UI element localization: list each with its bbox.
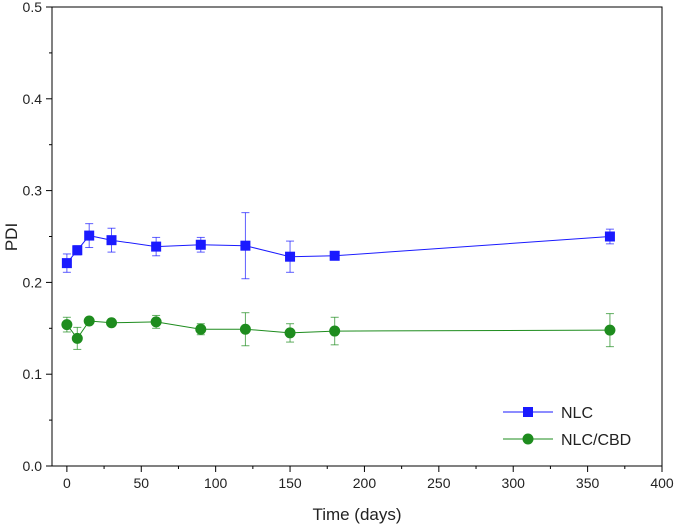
data-point [83, 315, 95, 327]
plot-frame [51, 6, 663, 467]
x-tick-label-5: 250 [427, 475, 451, 491]
data-point [61, 319, 73, 331]
x-tick-label-6: 300 [502, 475, 526, 491]
y-tick-label-4: 0.4 [23, 91, 43, 107]
data-point [329, 325, 341, 337]
data-layer [61, 212, 616, 350]
series-2-line [66, 320, 610, 340]
data-point [195, 323, 207, 335]
x-tick-label-3: 150 [278, 475, 302, 491]
data-point [604, 231, 615, 242]
data-point [71, 332, 83, 344]
y-tick-label-5: 0.5 [23, 0, 43, 15]
legend-label-1: NLC [561, 405, 593, 422]
legend-marker-1 [523, 407, 533, 417]
series-1 [61, 212, 615, 280]
legend-marker-2 [522, 433, 534, 445]
data-point [195, 239, 206, 250]
y-axis: 0.0 0.1 0.2 0.3 0.4 0.5 [23, 0, 52, 474]
data-point [329, 250, 340, 261]
data-point [150, 316, 162, 328]
data-point [106, 317, 118, 329]
data-point [84, 230, 95, 241]
x-axis-title: Time (days) [312, 505, 401, 524]
x-tick-label-8: 400 [650, 475, 674, 491]
data-point [72, 245, 83, 256]
y-tick-label-1: 0.1 [23, 366, 43, 382]
x-tick-label-7: 350 [576, 475, 600, 491]
data-point [284, 327, 296, 339]
legend-label-2: NLC/CBD [561, 432, 631, 449]
y-tick-label-3: 0.3 [23, 183, 43, 199]
data-point [240, 240, 251, 251]
series-2 [61, 312, 616, 350]
y-tick-label-2: 0.2 [23, 274, 43, 290]
data-point [285, 251, 296, 262]
x-tick-label-1: 50 [133, 475, 149, 491]
x-axis: 0 50 100 150 200 250 300 350 400 [63, 466, 674, 491]
x-tick-label-4: 200 [353, 475, 377, 491]
series-1-line [66, 235, 610, 264]
data-point [239, 323, 251, 335]
x-tick-label-0: 0 [63, 475, 71, 491]
data-point [604, 324, 616, 336]
data-point [106, 235, 117, 246]
y-tick-label-0: 0.0 [23, 458, 43, 474]
data-point [151, 241, 162, 252]
legend: NLC NLC/CBD [503, 405, 631, 449]
y-axis-title: PDI [2, 223, 21, 251]
x-tick-label-2: 100 [204, 475, 228, 491]
data-point [61, 258, 72, 269]
